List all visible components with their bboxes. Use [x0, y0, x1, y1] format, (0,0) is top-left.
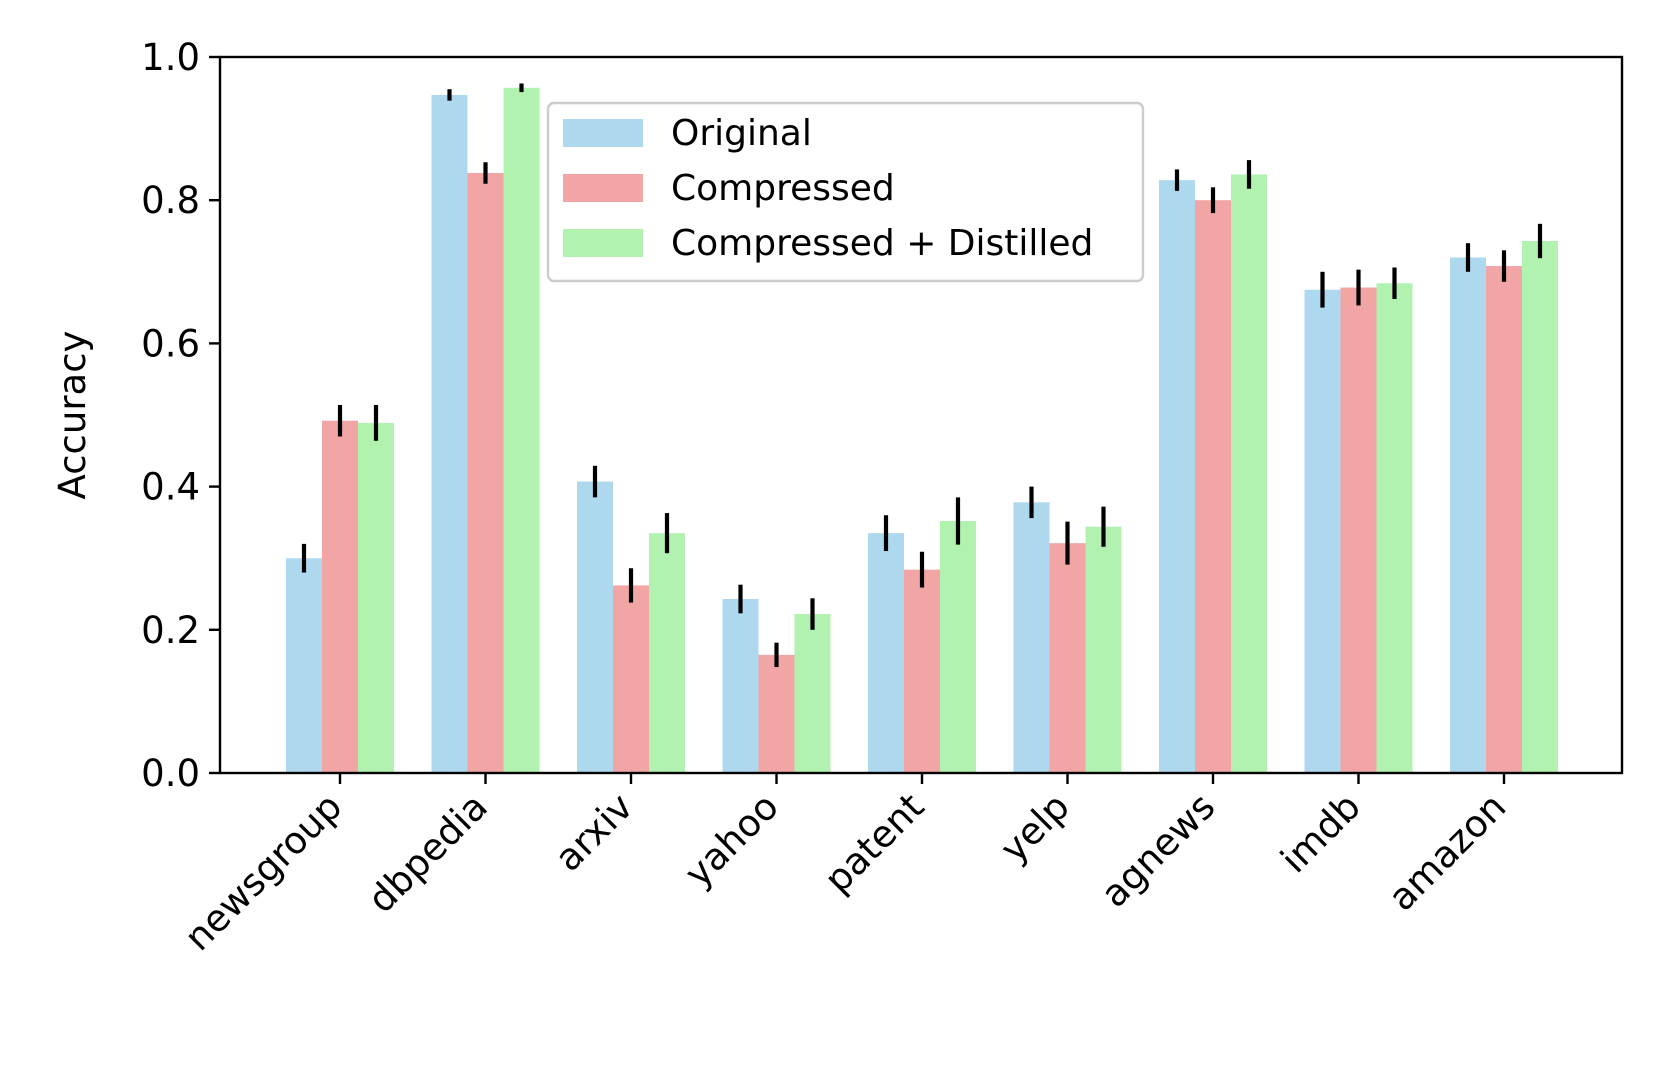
- bar-dbpedia-compressed-distilled: [503, 87, 540, 773]
- y-tick-label: 0.4: [141, 466, 200, 509]
- legend-box: [546, 101, 1145, 283]
- x-axis: newsgroup dbpedia arxiv yahoo patent yelp agne…: [176, 773, 1514, 959]
- legend-label-original: Original: [671, 113, 812, 154]
- bar-arxiv-compressed-distilled: [649, 533, 685, 773]
- y-tick-label: 0.8: [141, 179, 200, 222]
- y-tick-label: 0.2: [141, 609, 200, 652]
- bar-agnews-original: [1159, 180, 1195, 774]
- bar-patent-compressed: [904, 569, 940, 773]
- y-tick-label: 0.0: [141, 752, 200, 795]
- y-tick-label: 1.0: [141, 36, 200, 79]
- x-tick-label-arxiv: arxiv: [547, 785, 642, 880]
- legend-swatch-compressed-distilled: [563, 229, 643, 257]
- x-tick-label-yelp: yelp: [992, 785, 1078, 871]
- x-tick-label-newsgroup: newsgroup: [176, 785, 350, 959]
- bar-imdb-compressed: [1340, 287, 1377, 773]
- bar-agnews-compressed: [1195, 200, 1231, 773]
- legend-label-compressed: Compressed: [671, 168, 895, 209]
- bar-yelp-compressed-distilled: [1085, 526, 1122, 773]
- x-tick-label-dbpedia: dbpedia: [360, 785, 496, 921]
- y-tick-label: 0.6: [141, 322, 200, 365]
- bar-amazon-compressed-distilled: [1522, 241, 1558, 774]
- bar-newsgroup-compressed-distilled: [358, 422, 394, 773]
- y-axis-label: Accuracy: [51, 331, 94, 500]
- bar-amazon-original: [1450, 257, 1486, 774]
- legend-swatch-original: [563, 119, 643, 147]
- x-tick-label-patent: patent: [816, 785, 932, 901]
- bar-dbpedia-compressed: [467, 172, 504, 773]
- error-bars-layer: [301, 83, 1543, 668]
- bar-imdb-original: [1304, 289, 1341, 773]
- bar-newsgroup-original: [286, 558, 322, 773]
- x-tick-label-yahoo: yahoo: [676, 785, 787, 896]
- bar-amazon-compressed: [1486, 266, 1522, 773]
- bar-newsgroup-compressed: [322, 420, 358, 773]
- legend-swatch-compressed: [563, 174, 643, 202]
- y-axis: 0.0 0.2 0.4 0.6 0.8 1.0: [141, 36, 220, 795]
- bar-agnews-compressed-distilled: [1231, 174, 1267, 773]
- bar-yelp-compressed: [1049, 543, 1086, 773]
- legend-label-compressed-distilled: Compressed + Distilled: [671, 223, 1093, 264]
- x-tick-label-imdb: imdb: [1272, 785, 1368, 881]
- bar-arxiv-original: [577, 481, 613, 773]
- bars-layer: [286, 87, 1558, 774]
- bar-yahoo-compressed-distilled: [794, 614, 831, 773]
- bar-patent-compressed-distilled: [940, 520, 976, 773]
- bar-dbpedia-original: [431, 94, 468, 773]
- x-tick-label-amazon: amazon: [1380, 785, 1514, 919]
- bar-imdb-compressed-distilled: [1376, 283, 1413, 773]
- bar-patent-original: [868, 533, 904, 773]
- legend: Original Compressed Compressed + Distilled: [546, 101, 1145, 283]
- x-tick-label-agnews: agnews: [1093, 785, 1224, 916]
- bar-yahoo-original: [722, 599, 759, 773]
- bar-yelp-original: [1013, 502, 1050, 773]
- bar-arxiv-compressed: [613, 585, 649, 773]
- bar-yahoo-compressed: [758, 654, 795, 773]
